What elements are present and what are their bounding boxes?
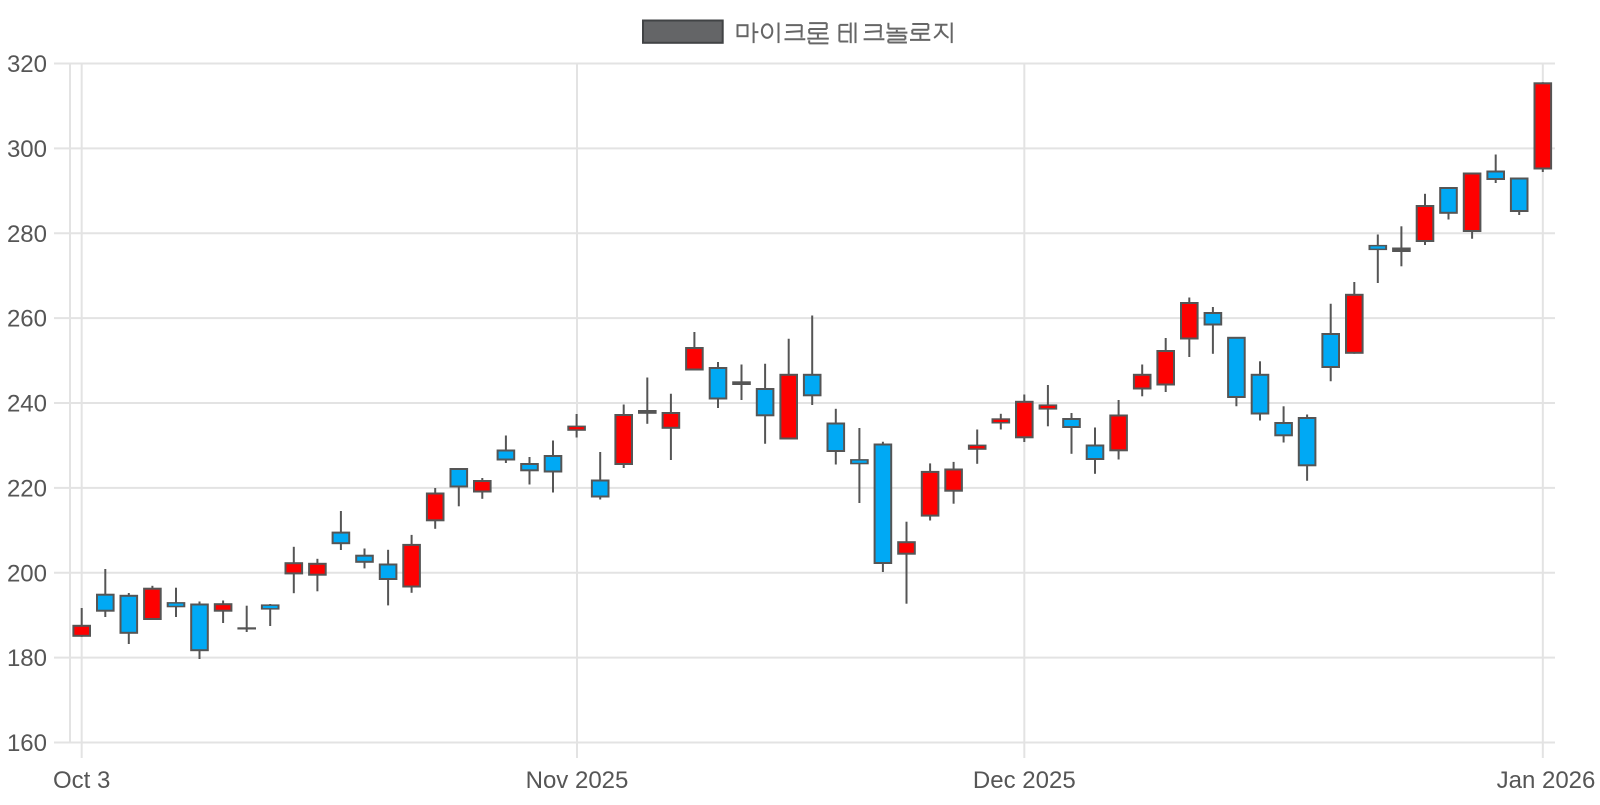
svg-text:Jan 2026: Jan 2026 [1497,767,1596,794]
svg-text:Oct 3: Oct 3 [53,767,110,794]
svg-text:260: 260 [7,306,47,333]
svg-text:240: 240 [7,391,47,418]
svg-text:320: 320 [7,51,47,78]
svg-text:180: 180 [7,645,47,672]
svg-text:Dec 2025: Dec 2025 [973,767,1076,794]
svg-text:280: 280 [7,221,47,248]
svg-text:Nov 2025: Nov 2025 [526,767,629,794]
svg-text:200: 200 [7,560,47,587]
svg-text:220: 220 [7,476,47,503]
svg-text:160: 160 [7,730,47,757]
svg-text:300: 300 [7,136,47,163]
